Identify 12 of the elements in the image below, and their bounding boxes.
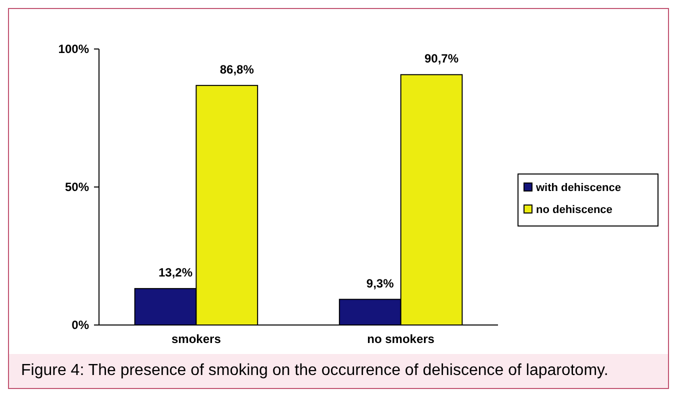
x-tick-label: no smokers — [367, 332, 435, 346]
legend-label: with dehiscence — [535, 182, 621, 194]
data-label: 13,2% — [158, 266, 193, 280]
y-tick-label: 100% — [58, 42, 90, 56]
x-tick-label: smokers — [172, 332, 222, 346]
data-label: 86,8% — [220, 62, 254, 76]
data-label: 9,3% — [366, 276, 394, 290]
y-tick-label: 50% — [64, 180, 90, 194]
caption: Figure 4: The presence of smoking on the occurrence of dehiscence of laparotomy. — [9, 354, 668, 388]
legend-label: no dehiscence — [536, 204, 612, 216]
data-label: 90,7% — [424, 52, 459, 66]
y-tick-label: 0% — [72, 318, 90, 332]
